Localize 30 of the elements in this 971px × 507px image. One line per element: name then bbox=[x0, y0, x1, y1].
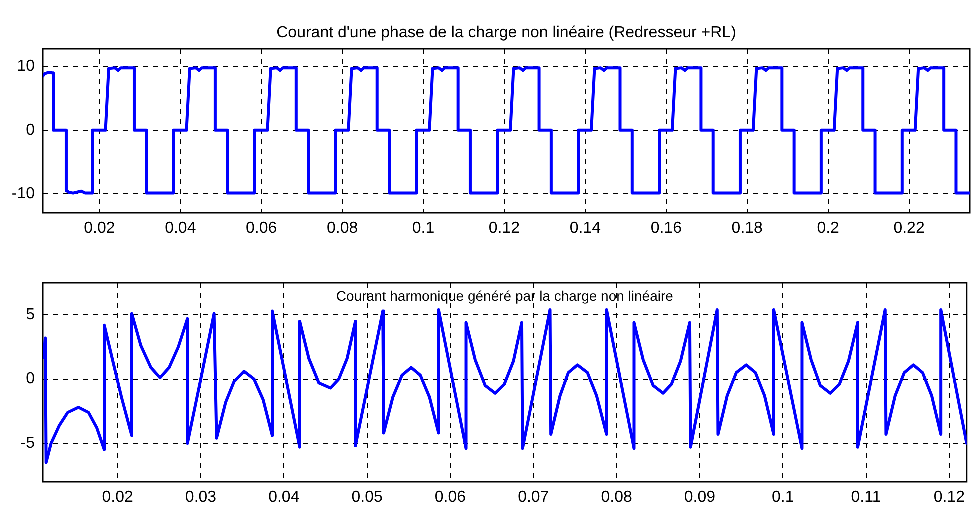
y-tick-label: 0 bbox=[26, 122, 36, 139]
x-tick-label: 0.04 bbox=[268, 489, 300, 506]
x-tick-label: 0.1 bbox=[412, 220, 435, 238]
y-tick-label: -5 bbox=[20, 434, 36, 452]
chart-title: Courant harmonique généré par la charge non linéaire bbox=[336, 288, 674, 304]
x-tick-label: 0.1 bbox=[772, 489, 794, 506]
x-tick-label: 0.08 bbox=[601, 489, 632, 506]
x-tick-label: 0.22 bbox=[894, 220, 925, 238]
x-tick-label: 0.06 bbox=[246, 220, 278, 238]
y-tick-label: -10 bbox=[12, 185, 36, 202]
x-tick-label: 0.12 bbox=[934, 489, 966, 506]
x-tick-label: 0.02 bbox=[84, 220, 116, 238]
x-tick-label: 0.05 bbox=[352, 489, 383, 506]
x-tick-label: 0.02 bbox=[102, 489, 134, 506]
x-tick-label: 0.08 bbox=[326, 220, 358, 238]
y-tick-label: 5 bbox=[26, 306, 36, 324]
x-tick-label: 0.14 bbox=[570, 220, 602, 238]
y-tick-label: 0 bbox=[26, 370, 36, 388]
x-tick-label: 0.18 bbox=[732, 220, 764, 238]
x-tick-label: 0.07 bbox=[518, 489, 550, 506]
x-tick-label: 0.09 bbox=[684, 489, 716, 506]
y-tick-label: 10 bbox=[17, 58, 36, 76]
x-tick-label: 0.12 bbox=[488, 220, 520, 238]
x-tick-label: 0.04 bbox=[165, 220, 196, 238]
x-tick-label: 0.16 bbox=[650, 220, 682, 238]
x-tick-label: 0.06 bbox=[434, 489, 466, 506]
chart-title: Courant d'une phase de la charge non linéaire (Redresseur +RL) bbox=[276, 24, 736, 42]
x-tick-label: 0.2 bbox=[817, 220, 840, 238]
x-tick-label: 0.03 bbox=[185, 489, 217, 506]
x-tick-label: 0.11 bbox=[851, 489, 882, 506]
